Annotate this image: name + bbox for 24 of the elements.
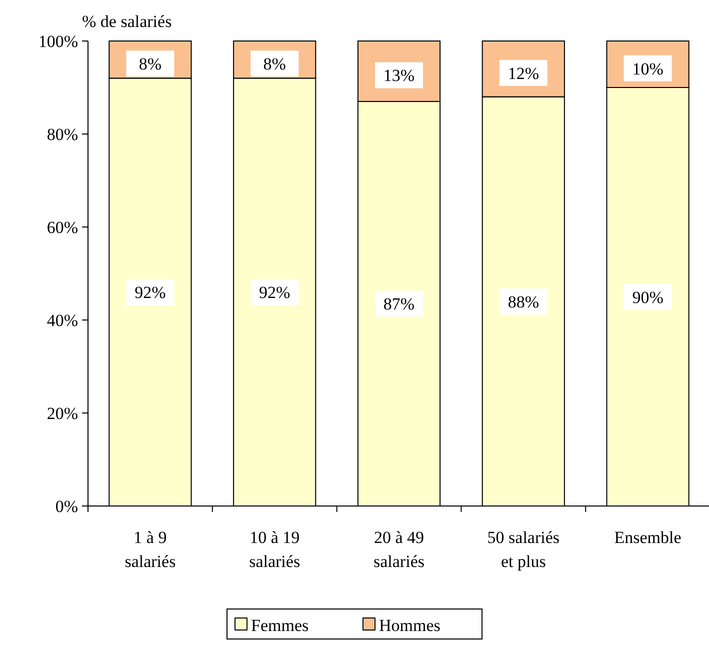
data-label: 90% — [632, 288, 664, 307]
data-label: 13% — [383, 66, 415, 86]
x-tick-label: 20 à 49 salariés — [374, 528, 424, 571]
y-tick-label: 0% — [55, 497, 78, 516]
y-tick-label: 60% — [46, 218, 78, 237]
data-label: 12% — [508, 64, 539, 83]
x-tick-label: 10 à 19 salariés — [249, 528, 300, 571]
data-label: 92% — [134, 283, 166, 302]
data-label: 10% — [632, 59, 664, 78]
y-tick-label: 100% — [38, 32, 78, 51]
data-label: 92% — [259, 283, 290, 302]
legend-label: Femmes — [251, 616, 309, 635]
y-tick-label: 20% — [46, 404, 78, 423]
data-label: 8% — [263, 54, 286, 74]
data-label: 88% — [508, 292, 539, 312]
y-tick-label: 40% — [46, 311, 78, 330]
y-axis-title: % de salariés — [82, 12, 172, 31]
legend-label: Hommes — [379, 616, 440, 635]
data-label: 8% — [138, 54, 162, 74]
x-tick-label: 1 à 9 salariés — [124, 528, 176, 571]
y-tick-label: 80% — [46, 125, 78, 144]
x-tick-label: Ensemble — [614, 528, 682, 547]
data-label: 87% — [383, 294, 415, 314]
x-tick-label: 50 salariés et plus — [487, 528, 560, 571]
